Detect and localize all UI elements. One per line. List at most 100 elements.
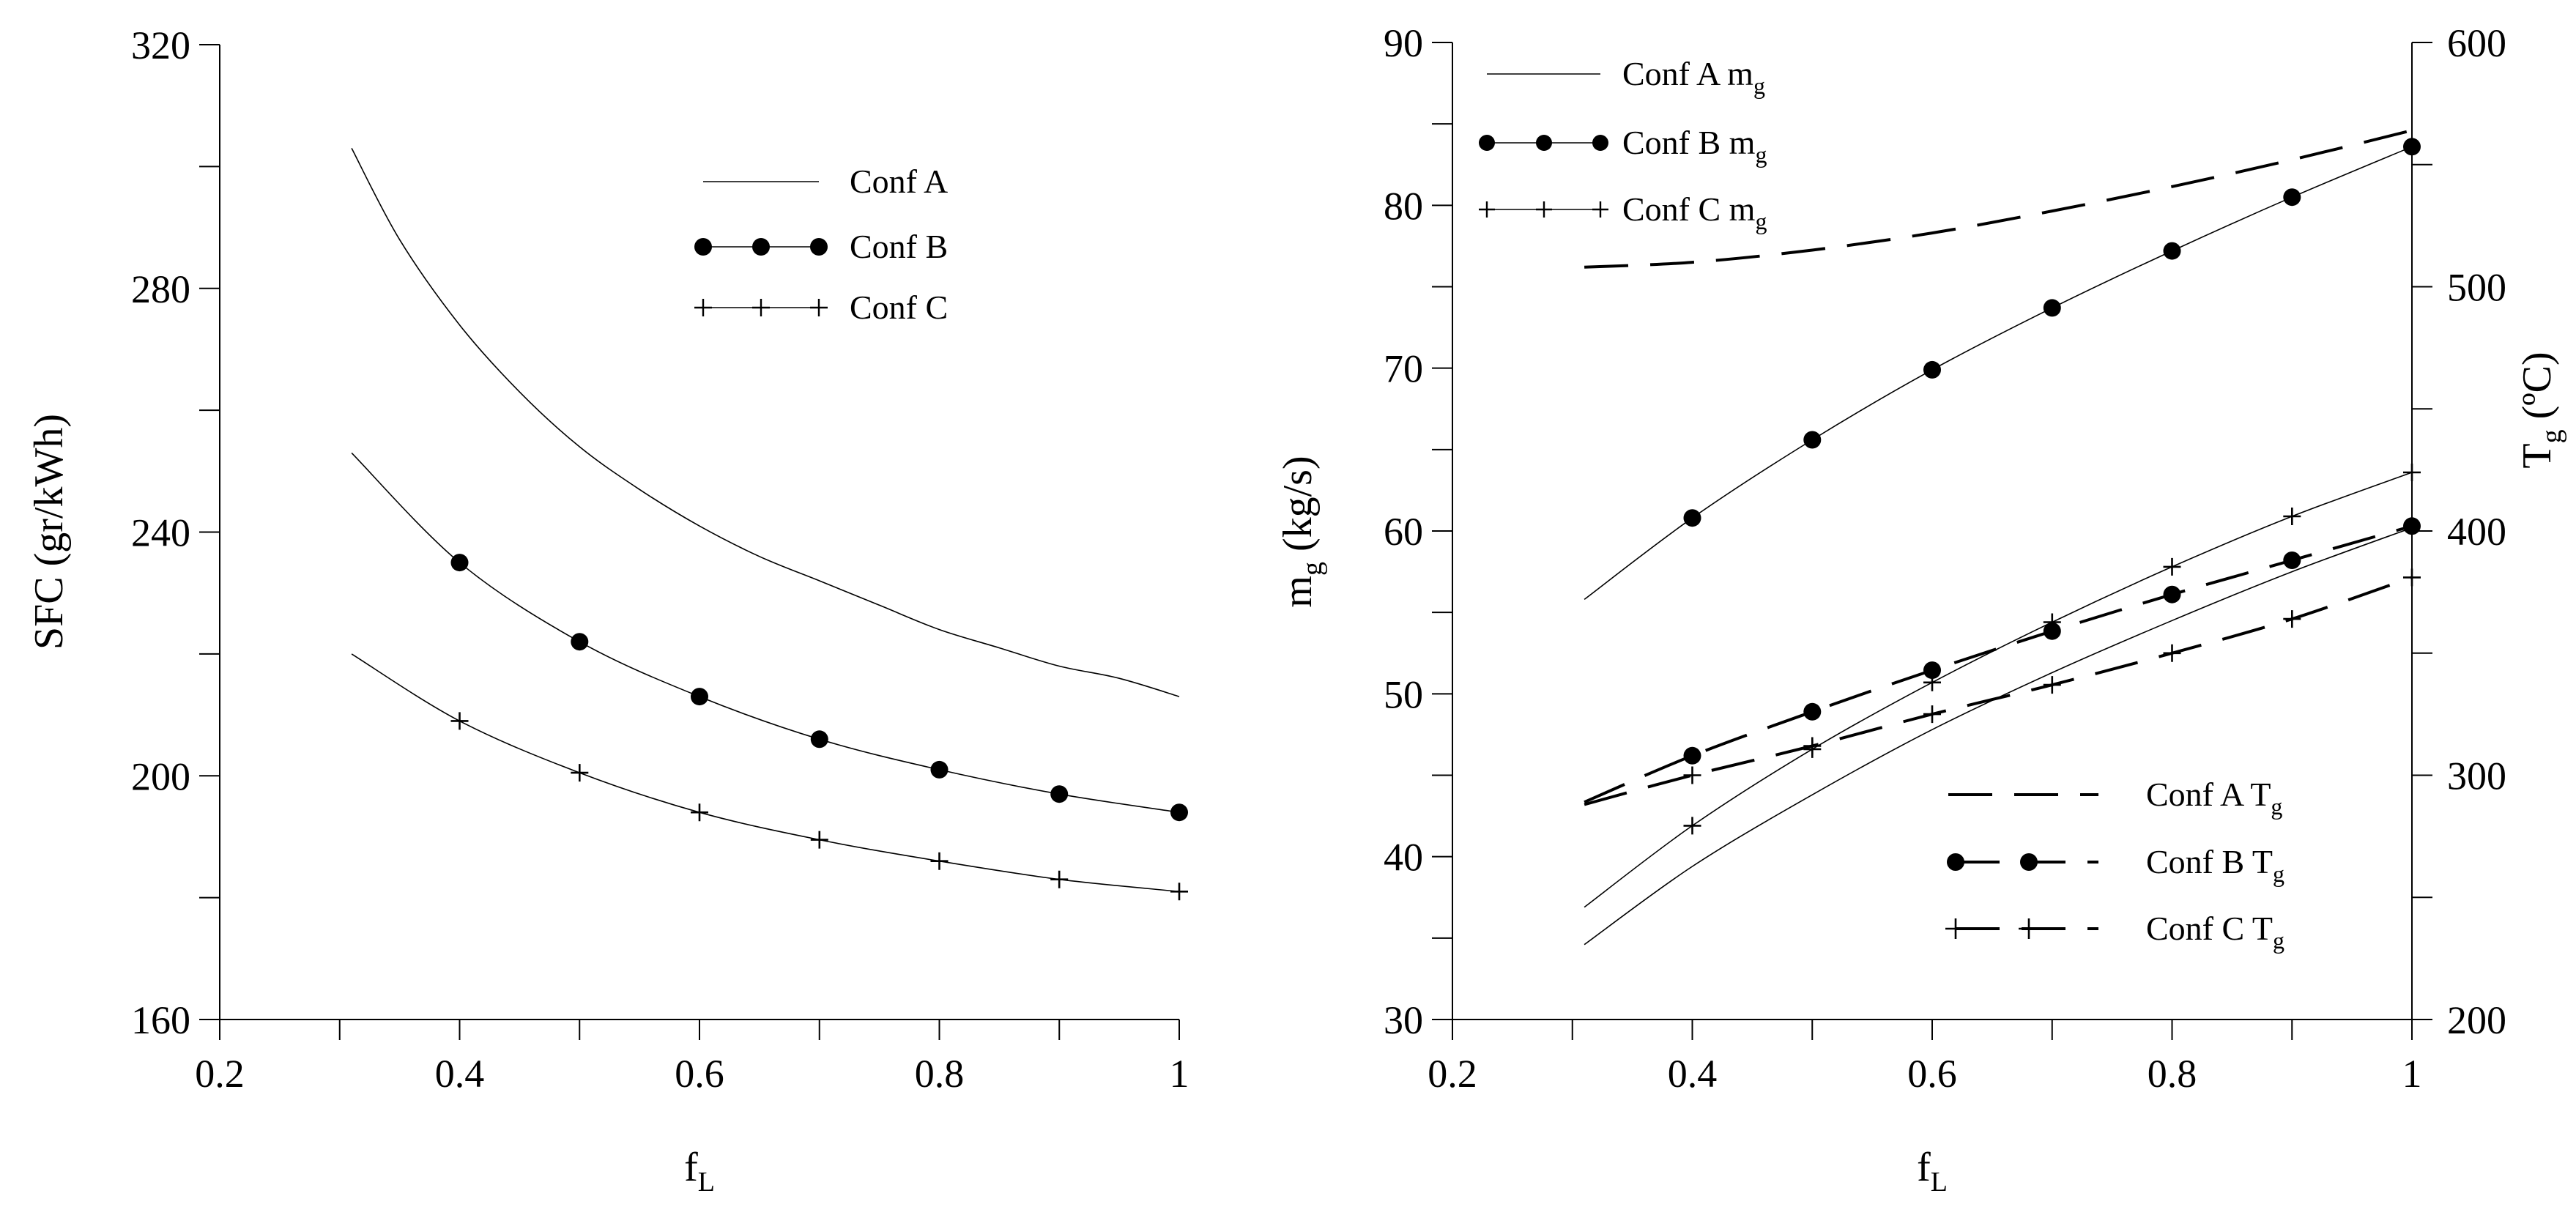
left-x-tick-label: 1	[1170, 1052, 1189, 1096]
left-legend-marker-conf-c	[752, 299, 770, 316]
right-legend-label-conf-c-tg: Conf C Tg	[2146, 910, 2284, 954]
right-legend-label-conf-a-tg-sub: g	[2271, 793, 2282, 820]
left-legend-item-conf-b: Conf B	[694, 228, 948, 265]
right-y-axis-label-suffix: (kg/s)	[1275, 456, 1321, 562]
right-y2-tick-label: 600	[2447, 21, 2506, 65]
right-point-conf-c-tg	[2403, 568, 2421, 587]
right-point-conf-c-tg	[2043, 676, 2061, 694]
right-legend-label-conf-c-mg: Conf C mg	[1622, 190, 1767, 234]
left-legend-marker-conf-b	[810, 238, 828, 256]
left-point-conf-c	[571, 764, 589, 782]
right-x-tick-label: 0.4	[1668, 1052, 1718, 1096]
right-legend-marker-conf-c-mg	[1592, 201, 1608, 218]
right-point-conf-b-tg	[1683, 746, 1701, 765]
right-y2-tick-label: 400	[2447, 510, 2506, 554]
left-x-tick-label: 0.4	[435, 1052, 485, 1096]
right-legend-label-conf-b-tg: Conf B Tg	[2146, 843, 2284, 887]
right-point-conf-c-mg	[1683, 817, 1701, 835]
right-y2-tick-label: 500	[2447, 266, 2506, 310]
left-x-axis-label-main: f	[684, 1145, 698, 1190]
right-legend-marker-conf-b-mg	[1536, 135, 1552, 151]
right-point-conf-b-mg	[2283, 188, 2301, 207]
right-point-conf-b-tg	[1923, 661, 1941, 680]
right-legend-marker-conf-c-tg	[2019, 918, 2039, 939]
left-legend-label-conf-c: Conf C	[850, 289, 948, 326]
left-point-conf-b	[930, 760, 949, 779]
left-legend-marker-conf-b	[752, 238, 770, 256]
left-series-conf-b	[351, 452, 1188, 822]
left-y-axis-label: SFC (gr/kWh)	[26, 414, 72, 650]
exhaust-gas-chart: 0.2 0.4 0.6 0.8 1 30 40 50 60 70 80 90 200 300 400 500 6…	[1275, 21, 2567, 1197]
right-y-tick-label: 60	[1384, 510, 1423, 554]
left-legend-label-conf-a: Conf A	[850, 163, 948, 200]
left-line-conf-c	[351, 653, 1180, 893]
right-y2-tick-label: 300	[2447, 754, 2506, 798]
right-legend-label-conf-b-mg-sub: g	[1755, 141, 1767, 168]
right-point-conf-b-mg	[2403, 138, 2421, 156]
right-line-conf-b-tg	[1584, 524, 2413, 804]
left-legend-item-conf-a: Conf A	[703, 163, 948, 200]
right-legend-label-conf-a-tg: Conf A Tg	[2146, 776, 2282, 820]
right-legend-label-conf-b-tg-sub: g	[2273, 861, 2284, 887]
right-legend-marker-conf-c-mg	[1536, 201, 1552, 218]
right-y-tick-label: 40	[1384, 836, 1423, 880]
right-point-conf-b-tg	[2043, 622, 2061, 640]
left-x-tick-label: 0.8	[915, 1052, 965, 1096]
right-legend-label-conf-c-tg-main: Conf C T	[2146, 910, 2273, 947]
right-series-conf-b-tg	[1584, 517, 2421, 804]
right-x-axis-label: fL	[1917, 1145, 1948, 1197]
right-y2-axis-label-suffix: (ºC)	[2514, 352, 2560, 429]
left-x-axis-label-sub: L	[698, 1167, 715, 1197]
right-y2-axis-label-sub: g	[2536, 429, 2567, 443]
left-point-conf-b	[571, 633, 589, 651]
left-x-tick-label: 0.2	[195, 1052, 245, 1096]
right-legend-mass-flow: Conf A mg Conf B mg Conf C mg	[1479, 55, 1767, 234]
right-legend-item-conf-c-mg: Conf C mg	[1479, 190, 1767, 234]
left-line-conf-a	[351, 148, 1180, 697]
right-legend-label-conf-a-mg-main: Conf A m	[1622, 55, 1753, 92]
right-legend-item-conf-c-tg: Conf C Tg	[1945, 910, 2284, 954]
left-y-tick-label: 160	[131, 998, 190, 1042]
left-chart-plot-area	[351, 148, 1188, 901]
right-y2-axis-label: Tg (ºC)	[2514, 352, 2567, 468]
right-point-conf-c-tg	[2163, 644, 2181, 662]
right-y-axis-label-sub: g	[1297, 562, 1328, 576]
right-legend-marker-conf-b-tg	[2020, 853, 2038, 871]
left-point-conf-c	[1170, 883, 1188, 901]
right-point-conf-b-tg	[2403, 517, 2421, 535]
right-point-conf-c-mg	[2163, 557, 2181, 576]
right-y-axis-label: mg (kg/s)	[1275, 456, 1328, 607]
left-legend: Conf A Conf B Conf C	[694, 163, 948, 326]
left-point-conf-b	[450, 554, 469, 572]
right-point-conf-c-mg	[2283, 508, 2301, 525]
left-y-tick-label: 200	[131, 754, 190, 798]
right-legend-item-conf-b-mg: Conf B mg	[1479, 124, 1767, 168]
left-point-conf-b	[810, 730, 828, 749]
right-point-conf-b-mg	[1803, 431, 1822, 449]
right-series-conf-c-tg	[1584, 568, 2421, 806]
right-point-conf-b-mg	[2163, 242, 2181, 260]
right-point-conf-c-tg	[1923, 705, 1941, 724]
right-y2-tick-label: 200	[2447, 998, 2506, 1042]
right-y-tick-label: 80	[1384, 184, 1423, 228]
left-point-conf-c	[930, 852, 949, 870]
left-series-conf-c	[351, 653, 1188, 901]
left-y-tick-label: 240	[131, 511, 190, 555]
right-x-axis-label-main: f	[1917, 1145, 1931, 1190]
right-legend-marker-conf-c-mg	[1479, 201, 1495, 218]
right-line-conf-c-tg	[1584, 576, 2413, 806]
right-chart-plot-area	[1584, 129, 2421, 946]
right-series-conf-b-mg	[1584, 138, 2421, 601]
right-series-conf-a-tg	[1584, 129, 2413, 269]
right-point-conf-b-tg	[2283, 551, 2301, 569]
right-legend-marker-conf-b-tg	[1947, 853, 1964, 871]
right-legend-label-conf-b-mg-main: Conf B m	[1622, 124, 1756, 161]
right-x-tick-label: 1	[2402, 1052, 2422, 1096]
right-point-conf-b-tg	[2163, 585, 2181, 604]
left-point-conf-c	[1050, 870, 1069, 888]
left-legend-marker-conf-c	[694, 299, 712, 316]
right-legend-label-conf-c-mg-sub: g	[1755, 208, 1767, 234]
left-point-conf-c	[450, 712, 469, 730]
right-chart-ticks: 0.2 0.4 0.6 0.8 1 30 40 50 60 70 80 90 200 300 400 500 6…	[1384, 21, 2506, 1096]
